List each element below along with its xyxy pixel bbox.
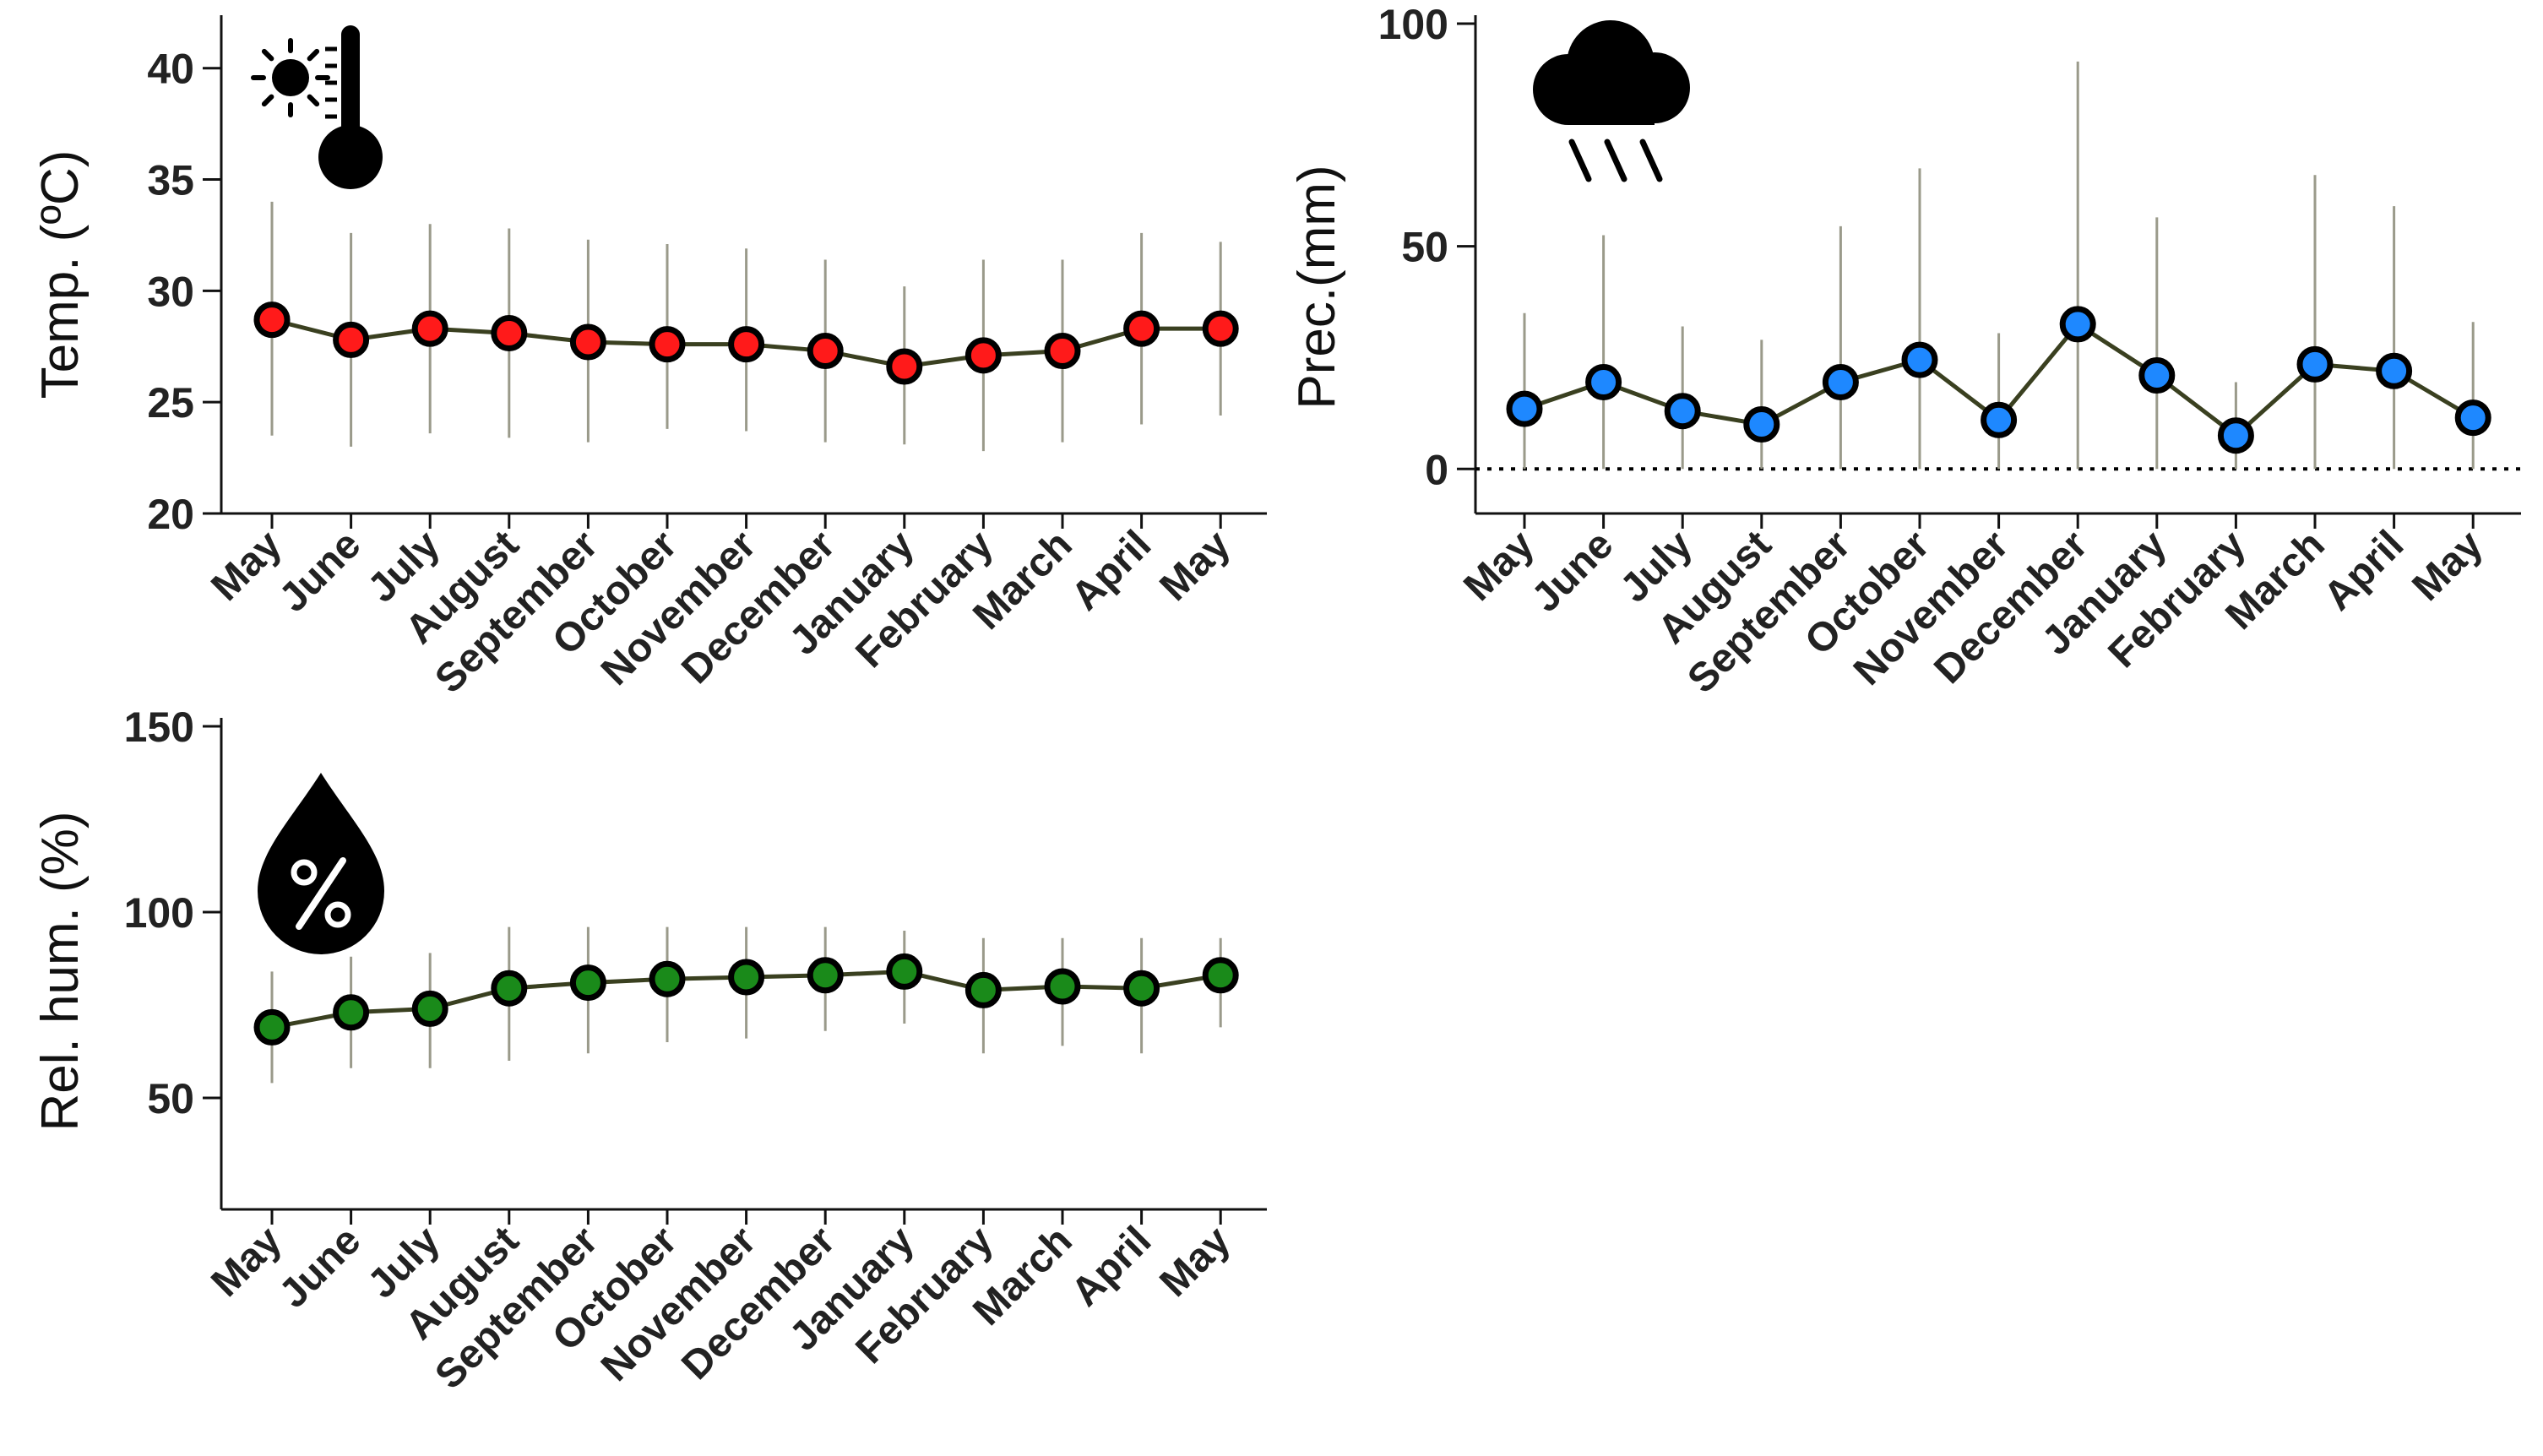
data-point xyxy=(2217,417,2254,454)
x-tick-label: April xyxy=(2316,522,2413,619)
rain-cloud-icon xyxy=(1533,20,1690,182)
humidity-drop-icon xyxy=(258,773,384,954)
y-tick-label: 150 xyxy=(124,704,194,751)
x-tick-label: April xyxy=(1063,1218,1160,1315)
precipitation-chart: 050100MayJuneJulyAugustSeptemberOctoberN… xyxy=(1288,1,2521,702)
data-point xyxy=(728,959,765,996)
y-tick-label: 20 xyxy=(147,491,194,538)
data-point xyxy=(1981,401,2018,438)
data-point xyxy=(333,994,370,1031)
x-tick-label: May xyxy=(1151,522,1239,610)
x-tick-label: June xyxy=(271,522,370,621)
data-point xyxy=(253,302,291,339)
data-point xyxy=(1743,406,1780,443)
data-point xyxy=(728,326,765,363)
data-point xyxy=(1822,363,1859,400)
y-tick-label: 100 xyxy=(1378,1,1448,48)
temperature-chart: 2025303540MayJuneJulyAugustSeptemberOcto… xyxy=(31,15,1267,702)
y-axis-title: Prec.(mm) xyxy=(1288,165,1346,409)
data-point xyxy=(1901,341,1938,378)
y-tick-label: 40 xyxy=(147,46,194,93)
y-tick-label: 50 xyxy=(147,1075,194,1122)
data-point xyxy=(1585,363,1622,400)
data-point xyxy=(886,348,923,385)
data-point xyxy=(2138,357,2176,394)
data-point xyxy=(333,321,370,358)
x-tick-label: June xyxy=(1524,522,1622,621)
x-tick-label: May xyxy=(2404,522,2491,610)
x-tick-label: April xyxy=(1063,522,1160,619)
y-tick-label: 35 xyxy=(147,157,194,204)
data-point xyxy=(569,964,606,1002)
data-point xyxy=(411,310,448,347)
data-point xyxy=(1044,968,1081,1005)
x-tick-label: May xyxy=(1151,1218,1239,1306)
data-point xyxy=(886,953,923,990)
y-tick-label: 30 xyxy=(147,268,194,315)
data-point xyxy=(2296,345,2334,383)
data-point xyxy=(253,1008,291,1046)
data-point xyxy=(569,323,606,361)
data-point xyxy=(491,314,528,351)
data-point xyxy=(1202,957,1239,994)
data-point xyxy=(649,960,686,997)
y-axis-title: Rel. hum. (%) xyxy=(31,812,90,1132)
data-point xyxy=(1664,393,1701,430)
data-point xyxy=(1044,333,1081,370)
data-point xyxy=(491,970,528,1007)
data-point xyxy=(411,990,448,1027)
y-tick-label: 25 xyxy=(147,379,194,426)
data-point xyxy=(2454,399,2491,437)
y-axis-title: Temp. (ºC) xyxy=(31,150,90,399)
sun-thermometer-icon xyxy=(251,25,383,189)
data-point xyxy=(1506,390,1543,427)
data-point xyxy=(1123,970,1160,1007)
data-point xyxy=(807,333,844,370)
y-tick-label: 100 xyxy=(124,889,194,937)
y-tick-label: 0 xyxy=(1425,446,1448,493)
data-point xyxy=(1123,310,1160,347)
data-point xyxy=(649,326,686,363)
data-point xyxy=(964,337,1002,374)
data-point xyxy=(807,957,844,994)
data-point xyxy=(2059,306,2096,343)
x-tick-label: June xyxy=(271,1218,370,1317)
data-point xyxy=(1202,310,1239,347)
data-point xyxy=(2376,352,2413,389)
data-point xyxy=(964,971,1002,1008)
humidity-chart: 50100150MayJuneJulyAugustSeptemberOctobe… xyxy=(31,704,1267,1398)
y-tick-label: 50 xyxy=(1401,224,1448,271)
